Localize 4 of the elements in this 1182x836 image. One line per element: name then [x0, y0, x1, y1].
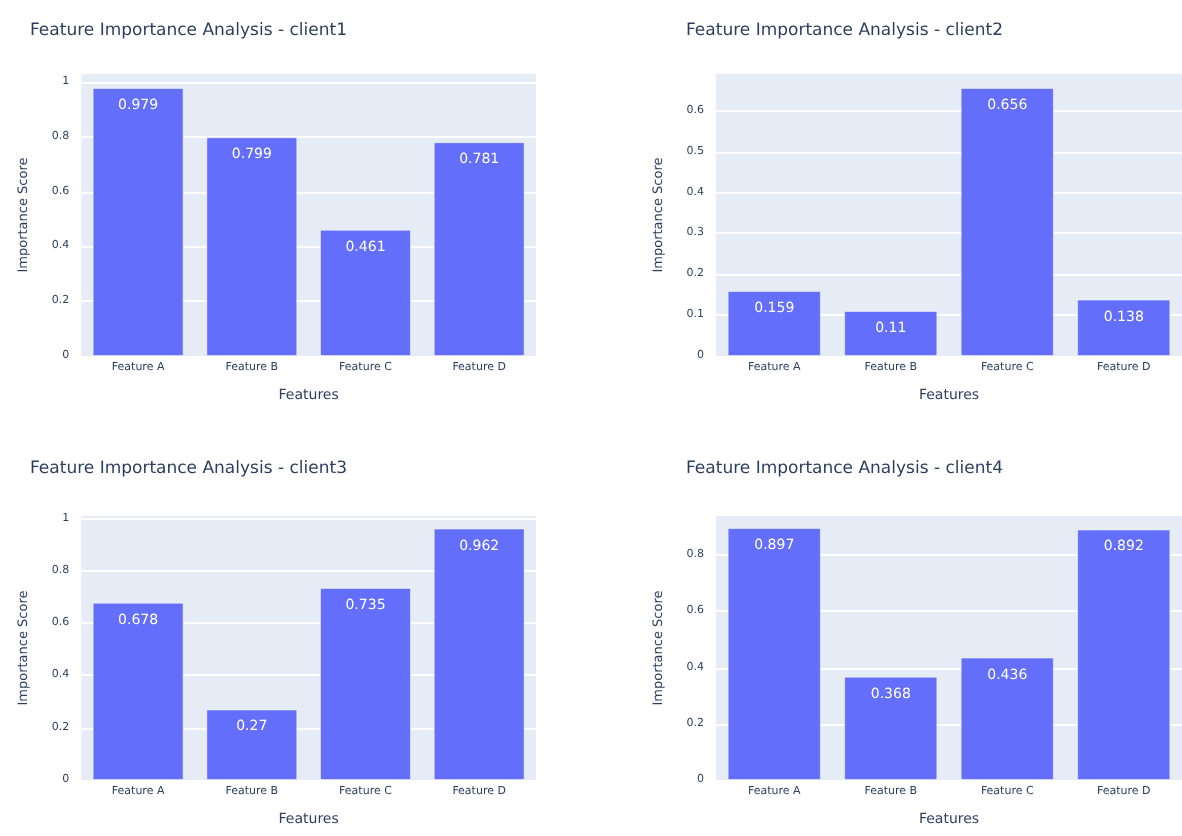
chart-title: Feature Importance Analysis - client2 [686, 21, 1003, 41]
chart-title: Feature Importance Analysis - client3 [30, 459, 347, 479]
chart-title: Feature Importance Analysis - client4 [686, 459, 1003, 479]
chart-title: Feature Importance Analysis - client1 [30, 21, 347, 41]
